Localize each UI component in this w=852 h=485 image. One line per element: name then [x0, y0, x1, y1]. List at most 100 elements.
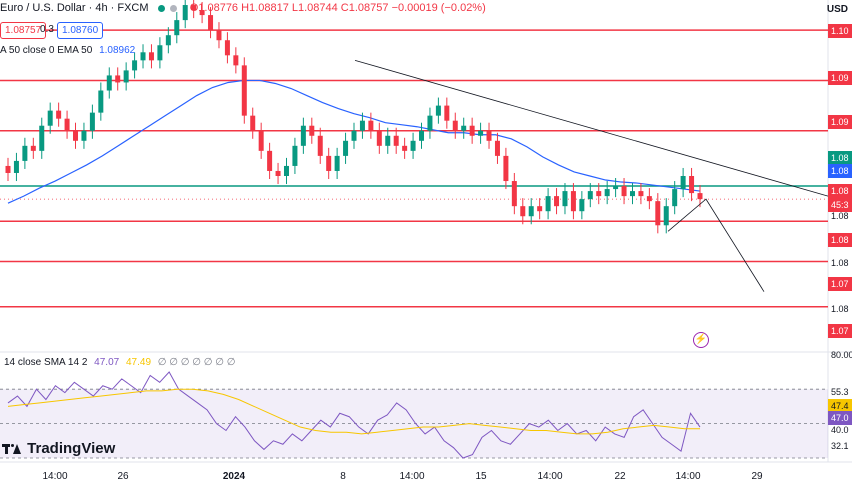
time-tick-label: 29 — [751, 471, 763, 482]
ohlc-header: Euro / U.S. Dollar · 4h · FXCM O1.08776 … — [0, 2, 486, 14]
candle-down — [655, 201, 661, 226]
ema-legend-name: A 50 close 0 EMA 50 — [0, 45, 93, 56]
bar-countdown: 45:3 — [828, 198, 852, 212]
candle-down — [199, 10, 205, 16]
candle-up — [680, 176, 686, 190]
rsi-tick-label: 32.1 — [831, 441, 849, 451]
rsi-tick-label: 55.3 — [831, 387, 849, 397]
candle-down — [368, 120, 374, 131]
candle-down — [596, 191, 602, 197]
time-tick-label: 2024 — [222, 471, 246, 482]
candle-up — [478, 130, 484, 136]
time-tick-label: 26 — [117, 471, 129, 482]
ohlc-values: O1.08776 H1.08817 L1.08744 C1.08757 −0.0… — [189, 2, 486, 14]
spread-value: 0.3 — [40, 24, 54, 35]
candle-down — [469, 125, 475, 136]
candle-down — [241, 65, 247, 116]
lightning-icon[interactable]: ⚡ — [693, 332, 709, 348]
candle-up — [140, 52, 146, 61]
candle-down — [638, 191, 644, 197]
candle-up — [435, 105, 441, 116]
rsi-legend[interactable]: 14 close SMA 14 2 47.07 47.49 ∅ ∅ ∅ ∅ ∅ … — [4, 357, 235, 368]
price-level-tag: 1.07 — [828, 324, 852, 338]
price-level-tag: 1.08 — [828, 151, 852, 165]
market-open-dot — [157, 4, 165, 12]
tradingview-logo[interactable]: TradingView — [2, 440, 115, 457]
candle-down — [267, 150, 273, 171]
ema-legend-value: 1.08962 — [99, 45, 136, 56]
brand-name: TradingView — [27, 440, 116, 457]
candle-up — [132, 60, 138, 71]
trend-line — [354, 59, 829, 197]
candle-up — [81, 130, 87, 141]
candle-up — [22, 145, 28, 161]
candle-up — [613, 186, 619, 190]
rsi-value-tag: 47.4 — [828, 399, 852, 413]
candle-up — [300, 125, 306, 146]
candle-down — [554, 196, 560, 207]
candle-up — [106, 75, 112, 91]
rsi-sma-line — [7, 388, 700, 435]
candle-up — [292, 145, 298, 166]
candle-up — [579, 199, 585, 212]
candle-up — [343, 140, 349, 156]
candle-down — [503, 155, 509, 182]
rsi-legend-value: 47.07 — [94, 357, 120, 368]
forecast-path — [667, 198, 765, 292]
candle-down — [444, 105, 450, 121]
ema-legend[interactable]: A 50 close 0 EMA 50 1.08962 — [0, 45, 135, 56]
status-dots[interactable] — [157, 2, 179, 14]
candle-up — [410, 140, 416, 151]
candle-up — [528, 206, 534, 217]
price-tick-label: 1.08 — [831, 258, 849, 268]
time-tick-label: 15 — [475, 471, 487, 482]
candle-down — [73, 130, 79, 141]
candle-down — [191, 5, 197, 11]
candle-up — [39, 125, 45, 151]
candle-down — [520, 206, 526, 217]
candle-down — [376, 130, 382, 146]
candle-up — [629, 191, 635, 197]
candle-up — [545, 196, 551, 212]
candle-down — [216, 30, 222, 41]
candle-up — [419, 130, 425, 141]
rsi-sma-legend-value: 47.49 — [125, 357, 152, 368]
ask-price-box[interactable]: 1.08760 — [57, 22, 104, 39]
candle-up — [98, 90, 104, 113]
price-tick-label: 1.08 — [831, 211, 849, 221]
candle-down — [697, 193, 703, 200]
candle-down — [250, 115, 256, 131]
price-level-tag: 1.08 — [828, 184, 852, 198]
candle-down — [148, 52, 154, 61]
candle-up — [385, 135, 391, 146]
price-level-tag: 1.08 — [828, 233, 852, 247]
candle-up — [351, 130, 357, 141]
symbol-title[interactable]: Euro / U.S. Dollar · 4h · FXCM — [0, 2, 149, 14]
price-tick-label: 1.08 — [831, 304, 849, 314]
rsi-legend-name: 14 close SMA 14 2 — [4, 357, 88, 368]
time-tick-label: 14:00 — [42, 471, 68, 482]
candle-down — [5, 165, 11, 173]
time-tick-label: 14:00 — [537, 471, 563, 482]
rsi-tick-label: 80.00 — [831, 350, 852, 360]
candle-down — [326, 155, 332, 171]
candle-down — [494, 140, 500, 156]
candle-down — [115, 75, 121, 83]
candle-down — [621, 186, 627, 197]
currency-label[interactable]: USD — [826, 4, 848, 15]
candle-up — [47, 110, 53, 126]
bid-price-box[interactable]: 1.08757 — [0, 22, 47, 39]
candle-up — [13, 160, 19, 173]
candle-up — [123, 70, 129, 83]
price-level-tag: 1.08 — [828, 164, 852, 178]
candle-down — [537, 206, 543, 212]
candle-down — [258, 130, 264, 151]
candle-up — [663, 206, 669, 226]
candle-down — [646, 196, 652, 202]
candle-up — [157, 45, 163, 61]
price-level-tag: 1.07 — [828, 277, 852, 291]
candle-up — [283, 165, 289, 176]
candle-up — [165, 35, 171, 46]
price-level-tag: 1.09 — [828, 71, 852, 85]
